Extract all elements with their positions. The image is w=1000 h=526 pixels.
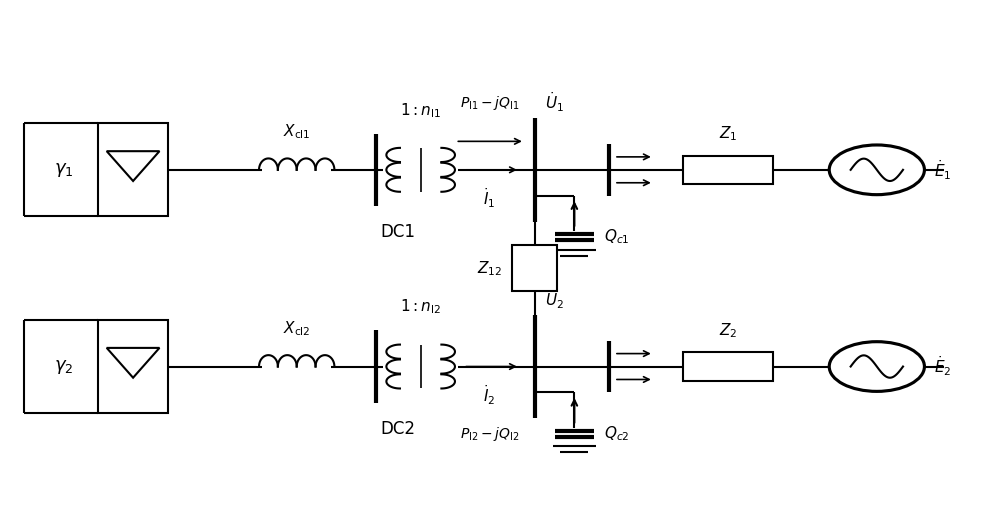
Circle shape <box>829 145 924 195</box>
Text: $1:n_{\rm I1}$: $1:n_{\rm I1}$ <box>400 101 441 119</box>
Circle shape <box>829 342 924 391</box>
Text: $\dot{I}_1$: $\dot{I}_1$ <box>483 187 495 210</box>
Bar <box>683 352 773 381</box>
Text: DC1: DC1 <box>381 223 416 241</box>
Text: $Z_2$: $Z_2$ <box>719 321 737 340</box>
Text: $\gamma_1$: $\gamma_1$ <box>54 161 73 179</box>
Text: $\dot{U}_1$: $\dot{U}_1$ <box>545 90 564 114</box>
Text: $\dot{E}_1$: $\dot{E}_1$ <box>934 158 952 181</box>
Text: $X_{\rm cl1}$: $X_{\rm cl1}$ <box>283 123 311 141</box>
Bar <box>98 123 168 216</box>
Text: $1:n_{\rm I2}$: $1:n_{\rm I2}$ <box>400 298 441 316</box>
Text: $\dot{E}_2$: $\dot{E}_2$ <box>934 355 952 378</box>
Text: $X_{\rm cl2}$: $X_{\rm cl2}$ <box>283 319 311 338</box>
Text: $Z_{12}$: $Z_{12}$ <box>477 259 502 278</box>
Bar <box>683 156 773 184</box>
Text: $Z_1$: $Z_1$ <box>719 124 737 143</box>
Bar <box>512 245 557 291</box>
Text: $\dot{U}_2$: $\dot{U}_2$ <box>545 287 564 311</box>
Text: $\dot{I}_2$: $\dot{I}_2$ <box>483 383 495 407</box>
Text: $Q_{c1}$: $Q_{c1}$ <box>604 228 630 247</box>
Text: $Q_{c2}$: $Q_{c2}$ <box>604 424 630 443</box>
Text: $\gamma_2$: $\gamma_2$ <box>54 358 73 376</box>
Text: DC2: DC2 <box>381 420 416 438</box>
Bar <box>98 320 168 413</box>
Text: $P_{\rm I2}-jQ_{\rm I2}$: $P_{\rm I2}-jQ_{\rm I2}$ <box>460 425 520 443</box>
Text: $P_{\rm I1}-jQ_{\rm I1}$: $P_{\rm I1}-jQ_{\rm I1}$ <box>460 94 520 112</box>
